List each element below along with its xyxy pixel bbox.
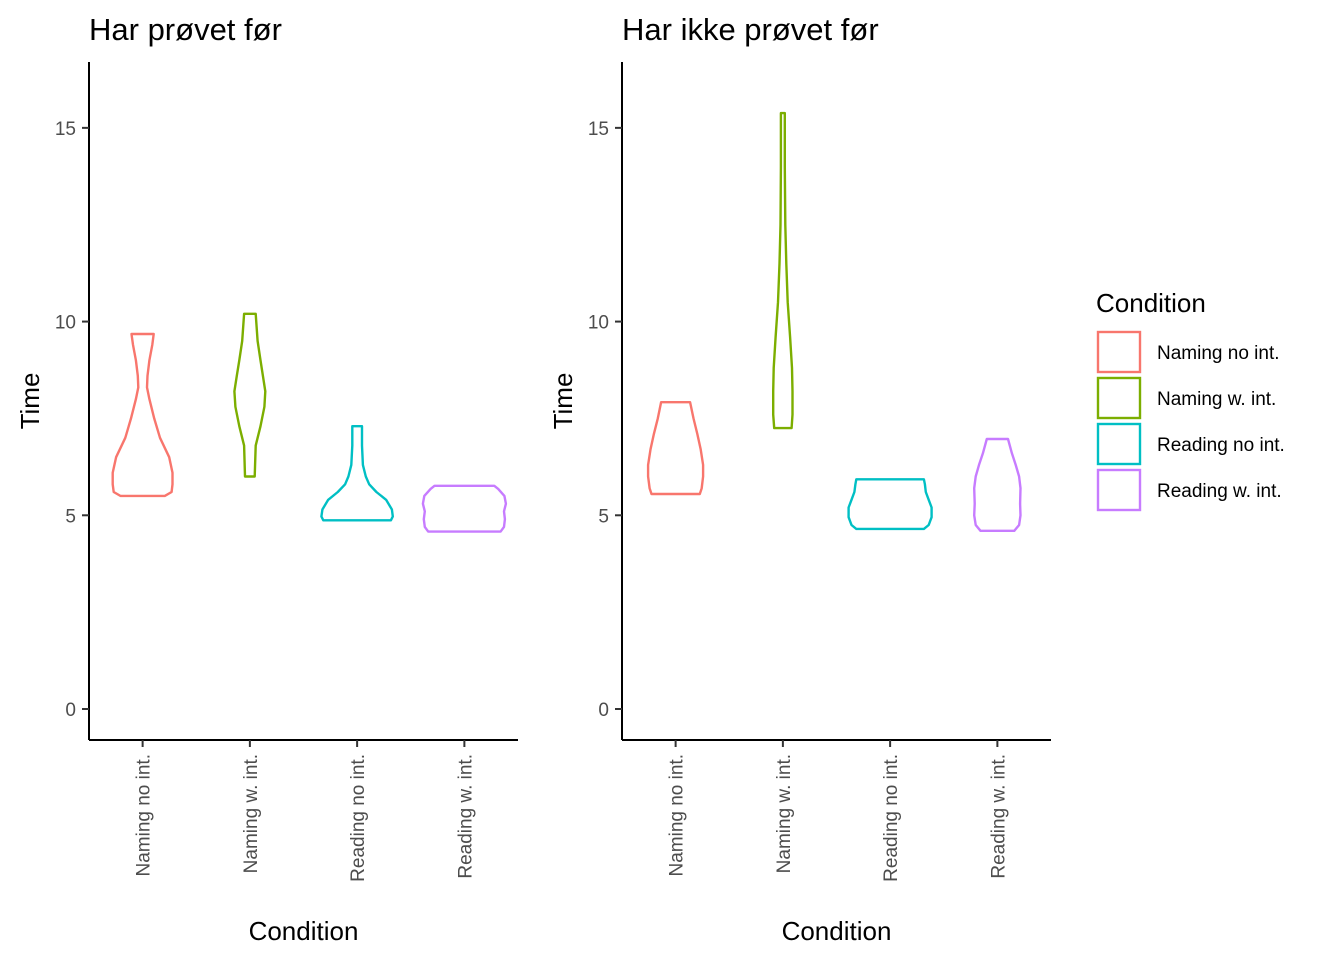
x-tick-label: Reading w. int.: [455, 754, 476, 879]
y-tick-label: 10: [588, 313, 609, 334]
violin-shape: [646, 401, 705, 496]
y-axis-title: Time: [15, 373, 45, 430]
x-tick-label: Naming no int.: [667, 754, 688, 877]
legend-label: Naming no int.: [1157, 343, 1280, 364]
violin-shape: [111, 332, 174, 498]
legend-label: Naming w. int.: [1157, 389, 1276, 410]
violin-shape: [772, 111, 794, 430]
y-tick-label: 15: [55, 119, 76, 140]
y-tick-label: 5: [598, 506, 609, 527]
legend-key: [1096, 468, 1142, 512]
x-tick-label: Reading no int.: [881, 754, 902, 882]
panel-title: Har prøvet før: [89, 12, 282, 47]
y-tick-label: 10: [55, 313, 76, 334]
y-tick-label: 0: [598, 700, 609, 721]
violin-shape: [847, 478, 933, 531]
violin-shape: [233, 312, 267, 478]
legend-key: [1096, 376, 1142, 420]
x-tick-label: Naming w. int.: [241, 754, 262, 873]
legend-label: Reading no int.: [1157, 435, 1285, 456]
x-tick-label: Naming no int.: [134, 754, 155, 877]
x-axis-title: Condition: [782, 916, 892, 946]
x-axis-title: Condition: [249, 916, 359, 946]
x-tick-label: Reading no int.: [348, 754, 369, 882]
violin-shape: [421, 484, 508, 533]
y-tick-label: 5: [65, 506, 76, 527]
y-tick-label: 15: [588, 119, 609, 140]
legend-title: Condition: [1096, 288, 1206, 318]
panel-title: Har ikke prøvet før: [622, 12, 879, 47]
y-axis-title: Time: [548, 373, 578, 430]
y-tick-label: 0: [65, 700, 76, 721]
legend-key: [1096, 422, 1142, 466]
legend-key: [1096, 330, 1142, 374]
violin-shape: [320, 425, 394, 522]
legend-label: Reading w. int.: [1157, 481, 1282, 502]
violin-shape: [973, 437, 1022, 532]
x-tick-label: Naming w. int.: [774, 754, 795, 873]
x-tick-label: Reading w. int.: [988, 754, 1009, 879]
